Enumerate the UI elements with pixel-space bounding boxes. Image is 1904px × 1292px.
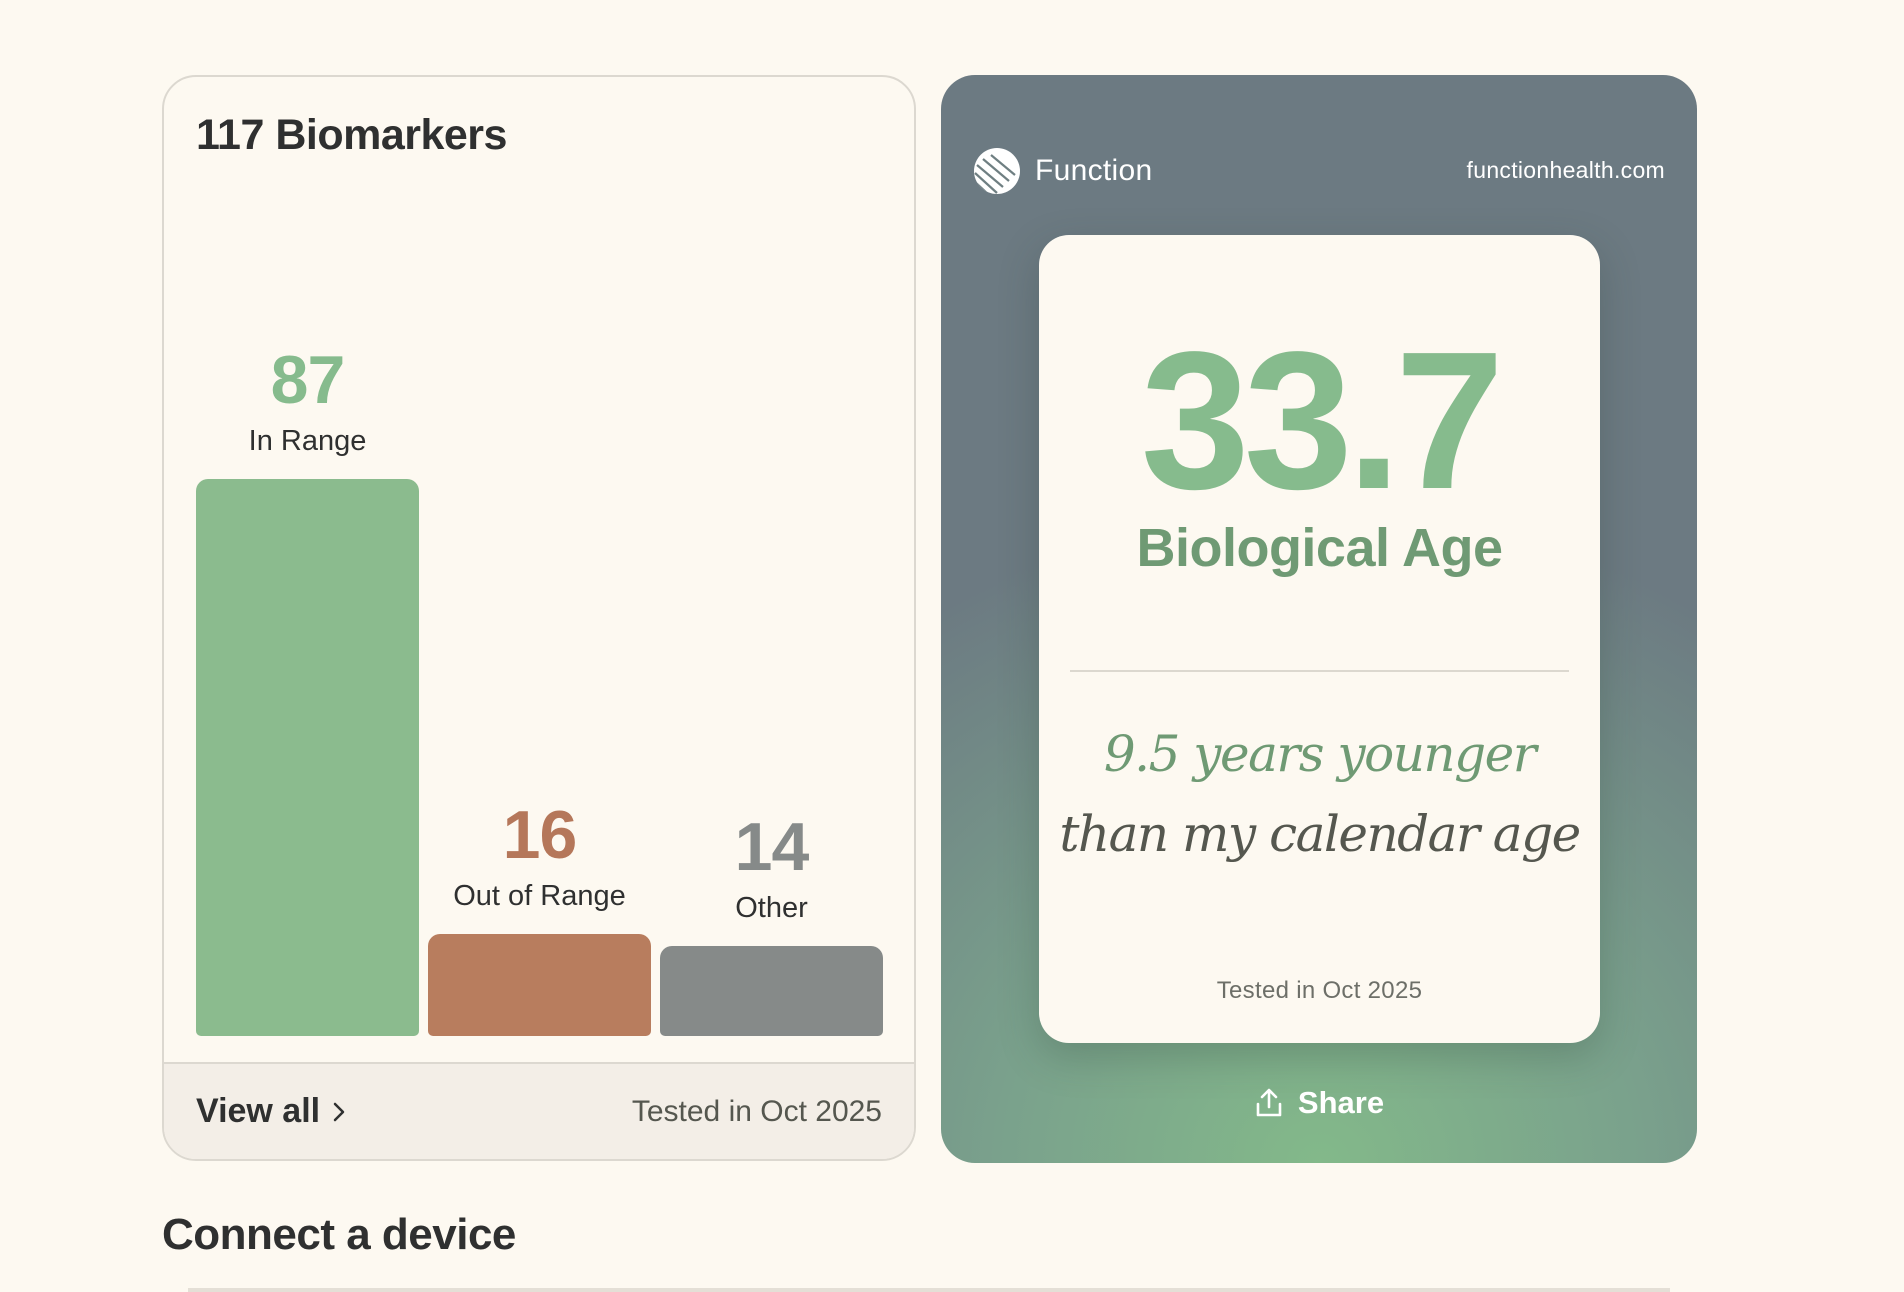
bar-group-out-of-range: 16 Out of Range (428, 77, 651, 1036)
biological-age-card: 33.7 Biological Age 9.5 years younger th… (1039, 235, 1600, 1043)
share-upload-icon (1256, 1088, 1282, 1117)
biological-age-value: 33.7 (1140, 311, 1504, 530)
bar-other (660, 946, 883, 1036)
chevron-right-icon (333, 1102, 345, 1121)
brand-url: functionhealth.com (1466, 157, 1665, 183)
bar-group-in-range: 87 In Range (196, 77, 419, 1036)
bar-label-out-of-range: Out of Range (453, 879, 626, 912)
card-divider (1070, 670, 1569, 672)
bar-out-of-range (428, 933, 651, 1036)
bar-label-other: Other (735, 892, 808, 925)
biological-age-share-panel: Function functionhealth.com 33.7 Biologi… (941, 75, 1697, 1163)
brand: Function (973, 147, 1152, 195)
bar-in-range (196, 479, 419, 1036)
view-all-label: View all (196, 1092, 321, 1130)
age-tested-date: Tested in Oct 2025 (1216, 977, 1423, 1004)
biological-age-label: Biological Age (1136, 518, 1503, 578)
bar-value-other: 14 (734, 809, 810, 886)
function-logo-icon (974, 148, 1020, 194)
bar-value-out-of-range: 16 (502, 796, 578, 873)
brand-name: Function (1035, 154, 1153, 187)
bar-label-in-range: In Range (248, 425, 367, 458)
section-divider (188, 1288, 1670, 1292)
connect-device-heading: Connect a device (162, 1210, 516, 1259)
biomarkers-card: 117 Biomarkers 87 In Range 16 Out of Range 1… (162, 75, 916, 1161)
biomarkers-title: 117 Biomarkers (196, 111, 507, 159)
bar-group-other: 14 Other (660, 77, 883, 1036)
bar-value-in-range: 87 (270, 342, 346, 419)
biomarkers-tested-date: Tested in Oct 2025 (631, 1095, 882, 1128)
years-younger-text: 9.5 years younger (1103, 725, 1537, 783)
biomarkers-footer: View all Tested in Oct 2025 (164, 1062, 914, 1159)
share-button[interactable]: Share (941, 1085, 1697, 1121)
view-all-link[interactable]: View all (196, 1092, 346, 1131)
share-label: Share (1297, 1085, 1385, 1120)
calendar-age-text: than my calendar age (1059, 805, 1581, 863)
